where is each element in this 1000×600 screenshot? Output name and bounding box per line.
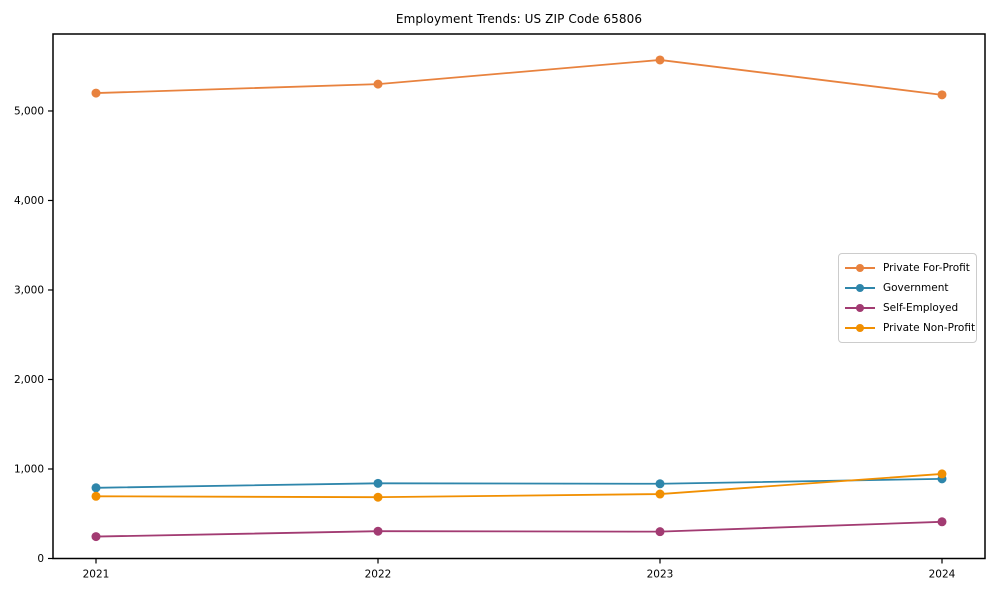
data-point-self-employed-2022 (373, 526, 383, 536)
legend: Private For-Profit Government Self-Emplo… (838, 253, 977, 343)
y-axis-tick-label: 0 (37, 553, 44, 565)
data-point-private-for-profit-2021 (91, 88, 101, 98)
x-axis-tick-label: 2022 (365, 569, 392, 581)
chart-title: Employment Trends: US ZIP Code 65806 (395, 12, 643, 26)
y-axis-tick-label: 2,000 (14, 374, 44, 386)
data-point-private-non-profit-2024 (937, 469, 947, 479)
data-point-government-2022 (373, 478, 383, 488)
legend-marker-icon (845, 282, 875, 294)
data-point-private-non-profit-2021 (91, 491, 101, 501)
data-point-private-for-profit-2023 (655, 55, 665, 65)
data-point-government-2023 (655, 479, 665, 489)
legend-label: Private For-Profit (883, 262, 970, 274)
plot-border (52, 33, 986, 560)
legend-marker-icon (845, 262, 875, 274)
legend-entry-private-for-profit: Private For-Profit (845, 259, 970, 277)
legend-marker-icon (845, 302, 875, 314)
legend-label: Private Non-Profit (883, 322, 976, 334)
series-line-private-for-profit (95, 59, 943, 96)
data-point-self-employed-2021 (91, 532, 101, 542)
data-point-self-employed-2023 (655, 527, 665, 537)
y-axis-tick-label: 1,000 (14, 463, 44, 475)
x-axis-tick-label: 2023 (647, 569, 674, 581)
y-axis-tick-label: 4,000 (14, 195, 44, 207)
legend-entry-self-employed: Self-Employed (845, 299, 970, 317)
legend-marker-icon (845, 322, 875, 334)
series-line-self-employed (95, 520, 943, 538)
series-line-private-non-profit (95, 473, 943, 499)
data-point-private-non-profit-2023 (655, 489, 665, 499)
data-point-private-non-profit-2022 (373, 492, 383, 502)
data-point-self-employed-2024 (937, 517, 947, 527)
data-point-private-for-profit-2022 (373, 79, 383, 89)
x-axis-tick-label: 2024 (929, 569, 956, 581)
legend-label: Self-Employed (883, 302, 959, 314)
y-axis-tick-label: 3,000 (14, 284, 44, 296)
data-point-private-for-profit-2024 (937, 90, 947, 100)
data-point-government-2021 (91, 483, 101, 493)
legend-label: Government (883, 282, 949, 294)
x-axis-tick-label: 2021 (83, 569, 110, 581)
y-axis-tick-label: 5,000 (14, 105, 44, 117)
legend-entry-government: Government (845, 279, 970, 297)
legend-entry-private-non-profit: Private Non-Profit (845, 319, 975, 337)
series-line-government (95, 477, 943, 489)
